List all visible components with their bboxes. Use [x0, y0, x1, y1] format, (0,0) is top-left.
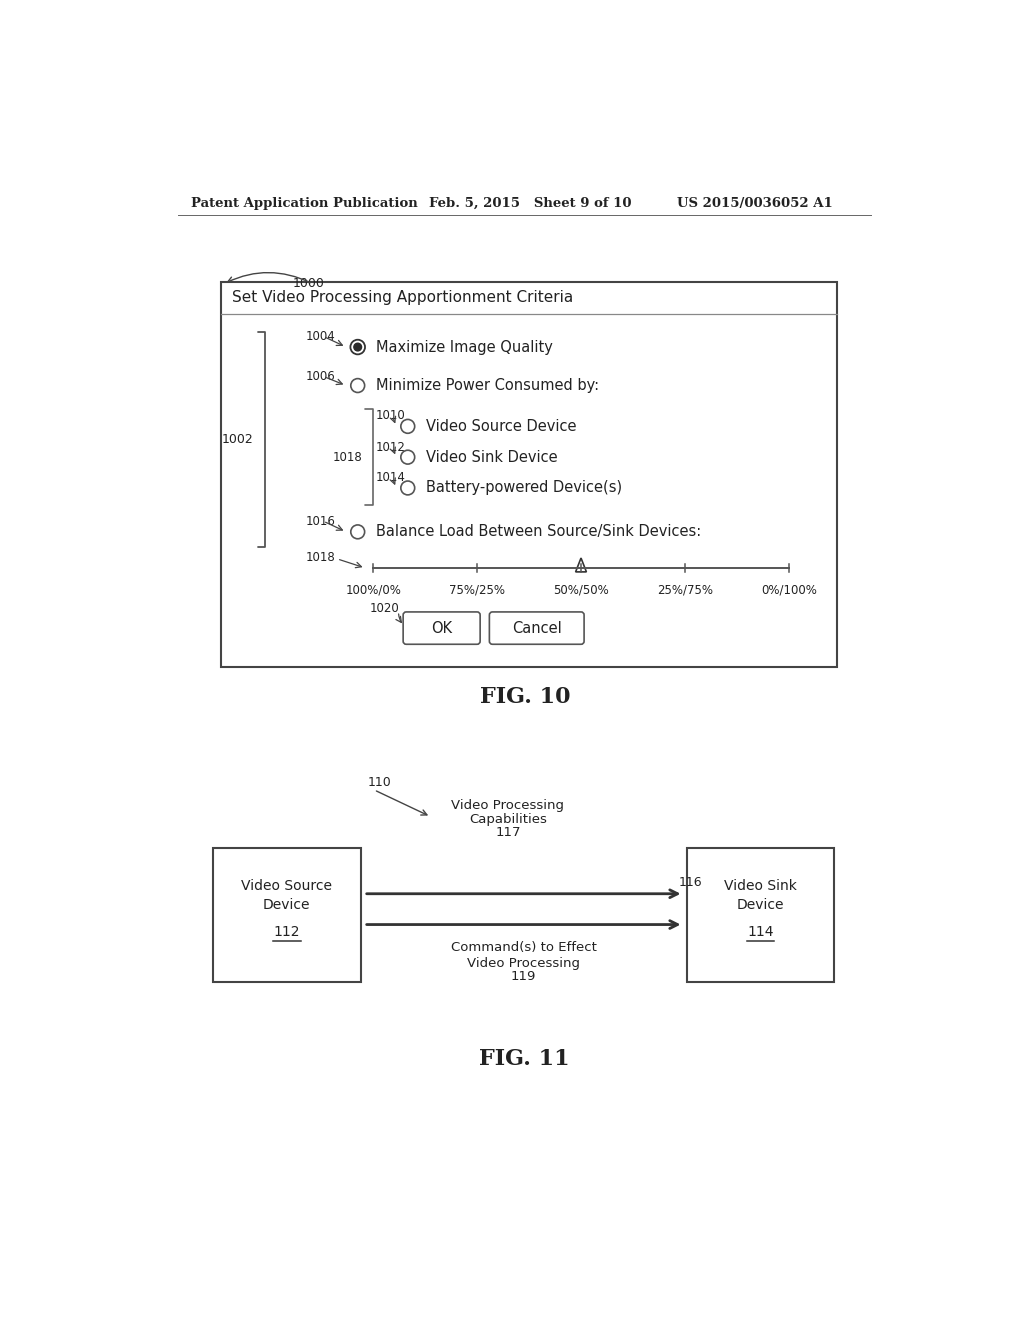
Text: Video Sink Device: Video Sink Device [426, 450, 558, 465]
Text: FIG. 11: FIG. 11 [479, 1048, 570, 1071]
Text: Set Video Processing Apportionment Criteria: Set Video Processing Apportionment Crite… [232, 290, 573, 305]
Text: 1000: 1000 [292, 277, 325, 289]
Text: 110: 110 [368, 776, 391, 788]
Text: 116: 116 [679, 876, 702, 890]
Text: Battery-powered Device(s): Battery-powered Device(s) [426, 480, 623, 495]
Text: Command(s) to Effect: Command(s) to Effect [451, 941, 597, 954]
Text: 25%/75%: 25%/75% [657, 583, 713, 597]
Text: Maximize Image Quality: Maximize Image Quality [376, 339, 553, 355]
Text: 117: 117 [496, 826, 520, 840]
Text: 75%/25%: 75%/25% [450, 583, 505, 597]
Text: US 2015/0036052 A1: US 2015/0036052 A1 [677, 197, 833, 210]
Text: 1004: 1004 [306, 330, 336, 343]
Text: 1018: 1018 [333, 450, 362, 463]
Text: 1018: 1018 [306, 550, 336, 564]
Text: 50%/50%: 50%/50% [553, 583, 609, 597]
Bar [686, 847, 835, 982]
Text: Video Source: Video Source [242, 879, 333, 894]
Text: Feb. 5, 2015   Sheet 9 of 10: Feb. 5, 2015 Sheet 9 of 10 [429, 197, 632, 210]
Text: Balance Load Between Source/Sink Devices:: Balance Load Between Source/Sink Devices… [376, 524, 701, 540]
Text: Patent Application Publication: Patent Application Publication [190, 197, 418, 210]
FancyBboxPatch shape [403, 612, 480, 644]
Text: 1014: 1014 [376, 471, 406, 484]
Text: 0%/100%: 0%/100% [761, 583, 817, 597]
Text: 1012: 1012 [376, 441, 406, 454]
Text: 1006: 1006 [306, 370, 336, 383]
Text: 112: 112 [273, 925, 300, 940]
Text: Capabilities: Capabilities [469, 813, 547, 825]
Text: Device: Device [736, 899, 784, 912]
Text: 114: 114 [748, 925, 774, 940]
Polygon shape [575, 558, 587, 572]
Text: Device: Device [263, 899, 310, 912]
Text: Video Processing: Video Processing [467, 957, 581, 970]
Text: 119: 119 [511, 970, 537, 983]
Text: Minimize Power Consumed by:: Minimize Power Consumed by: [376, 378, 599, 393]
Text: 1002: 1002 [222, 433, 254, 446]
Bar [213, 847, 360, 982]
Text: Video Source Device: Video Source Device [426, 418, 577, 434]
Text: 1010: 1010 [376, 409, 406, 422]
Text: 1020: 1020 [370, 602, 399, 615]
Text: Video Sink: Video Sink [724, 879, 797, 894]
Text: 100%/0%: 100%/0% [345, 583, 401, 597]
Text: FIG. 10: FIG. 10 [479, 686, 570, 709]
Bar [221, 281, 838, 667]
Text: Cancel: Cancel [512, 620, 561, 636]
FancyBboxPatch shape [489, 612, 584, 644]
Text: OK: OK [431, 620, 453, 636]
Circle shape [354, 343, 361, 351]
Text: 1016: 1016 [306, 515, 336, 528]
Text: Video Processing: Video Processing [452, 799, 564, 812]
